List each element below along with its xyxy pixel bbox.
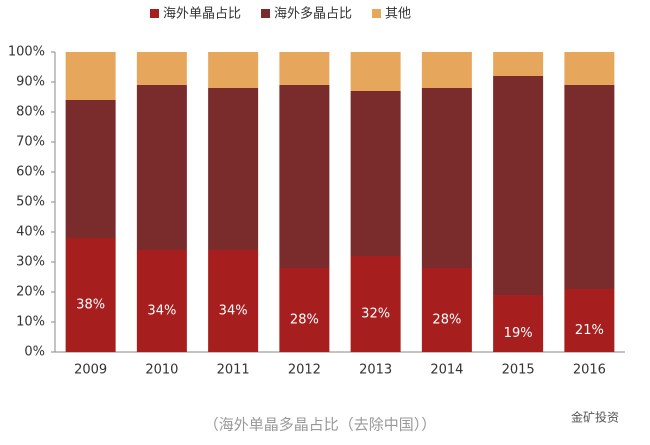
bar-segment bbox=[279, 268, 330, 352]
value-label: 32% bbox=[361, 307, 390, 322]
y-tick-label: 60% bbox=[16, 165, 45, 180]
bar-segment bbox=[208, 52, 259, 88]
x-tick-label: 2011 bbox=[217, 363, 250, 378]
bar-segment bbox=[279, 85, 330, 268]
bar-segment bbox=[208, 88, 259, 250]
legend-label: 其他 bbox=[385, 7, 411, 22]
bar-segment bbox=[564, 289, 615, 352]
y-tick-label: 10% bbox=[16, 315, 45, 330]
bar-segment bbox=[136, 52, 187, 85]
x-tick-label: 2009 bbox=[74, 363, 107, 378]
x-tick-label: 2015 bbox=[502, 363, 535, 378]
y-tick-label: 90% bbox=[16, 75, 45, 90]
x-tick-label: 2013 bbox=[359, 363, 392, 378]
legend-label: 海外单晶占比 bbox=[163, 7, 241, 22]
y-tick-label: 0% bbox=[24, 345, 45, 360]
bar-segment bbox=[421, 88, 472, 268]
y-tick-label: 100% bbox=[8, 45, 45, 60]
value-label: 21% bbox=[575, 323, 604, 338]
bar-segment bbox=[350, 91, 401, 256]
y-tick-label: 50% bbox=[16, 195, 45, 210]
value-label: 19% bbox=[504, 326, 533, 341]
bar-segment bbox=[421, 52, 472, 88]
value-label: 28% bbox=[290, 313, 319, 328]
watermark: 金矿投资 bbox=[571, 410, 619, 425]
bar-segment bbox=[65, 52, 116, 100]
bar-segment bbox=[564, 85, 615, 289]
x-tick-label: 2010 bbox=[145, 363, 178, 378]
bar-segment bbox=[493, 295, 544, 352]
bar-segment bbox=[350, 52, 401, 91]
bar-segment bbox=[564, 52, 615, 85]
y-tick-label: 70% bbox=[16, 135, 45, 150]
value-label: 28% bbox=[432, 313, 461, 328]
x-tick-label: 2014 bbox=[430, 363, 463, 378]
legend-swatch bbox=[372, 9, 382, 18]
y-tick-label: 40% bbox=[16, 225, 45, 240]
bar-segment bbox=[65, 238, 116, 352]
y-tick-label: 80% bbox=[16, 105, 45, 120]
x-tick-label: 2012 bbox=[288, 363, 321, 378]
bar-segment bbox=[493, 76, 544, 295]
legend-swatch bbox=[261, 9, 271, 18]
value-label: 38% bbox=[76, 298, 105, 313]
bar-segment bbox=[136, 85, 187, 250]
caption: （海外单晶多晶占比（去除中国）） bbox=[204, 416, 437, 434]
value-label: 34% bbox=[147, 304, 176, 319]
bar-segment bbox=[136, 250, 187, 352]
value-label: 34% bbox=[219, 304, 248, 319]
bar-segment bbox=[350, 256, 401, 352]
bar-segment bbox=[208, 250, 259, 352]
bar-segment bbox=[279, 52, 330, 85]
legend-label: 海外多晶占比 bbox=[274, 6, 352, 22]
bar-segment bbox=[65, 100, 116, 238]
legend-swatch bbox=[150, 9, 159, 18]
x-tick-label: 2016 bbox=[573, 363, 606, 378]
bar-segment bbox=[493, 52, 544, 76]
y-tick-label: 30% bbox=[16, 255, 45, 270]
y-tick-label: 20% bbox=[16, 285, 45, 300]
bar-segment bbox=[421, 268, 472, 352]
